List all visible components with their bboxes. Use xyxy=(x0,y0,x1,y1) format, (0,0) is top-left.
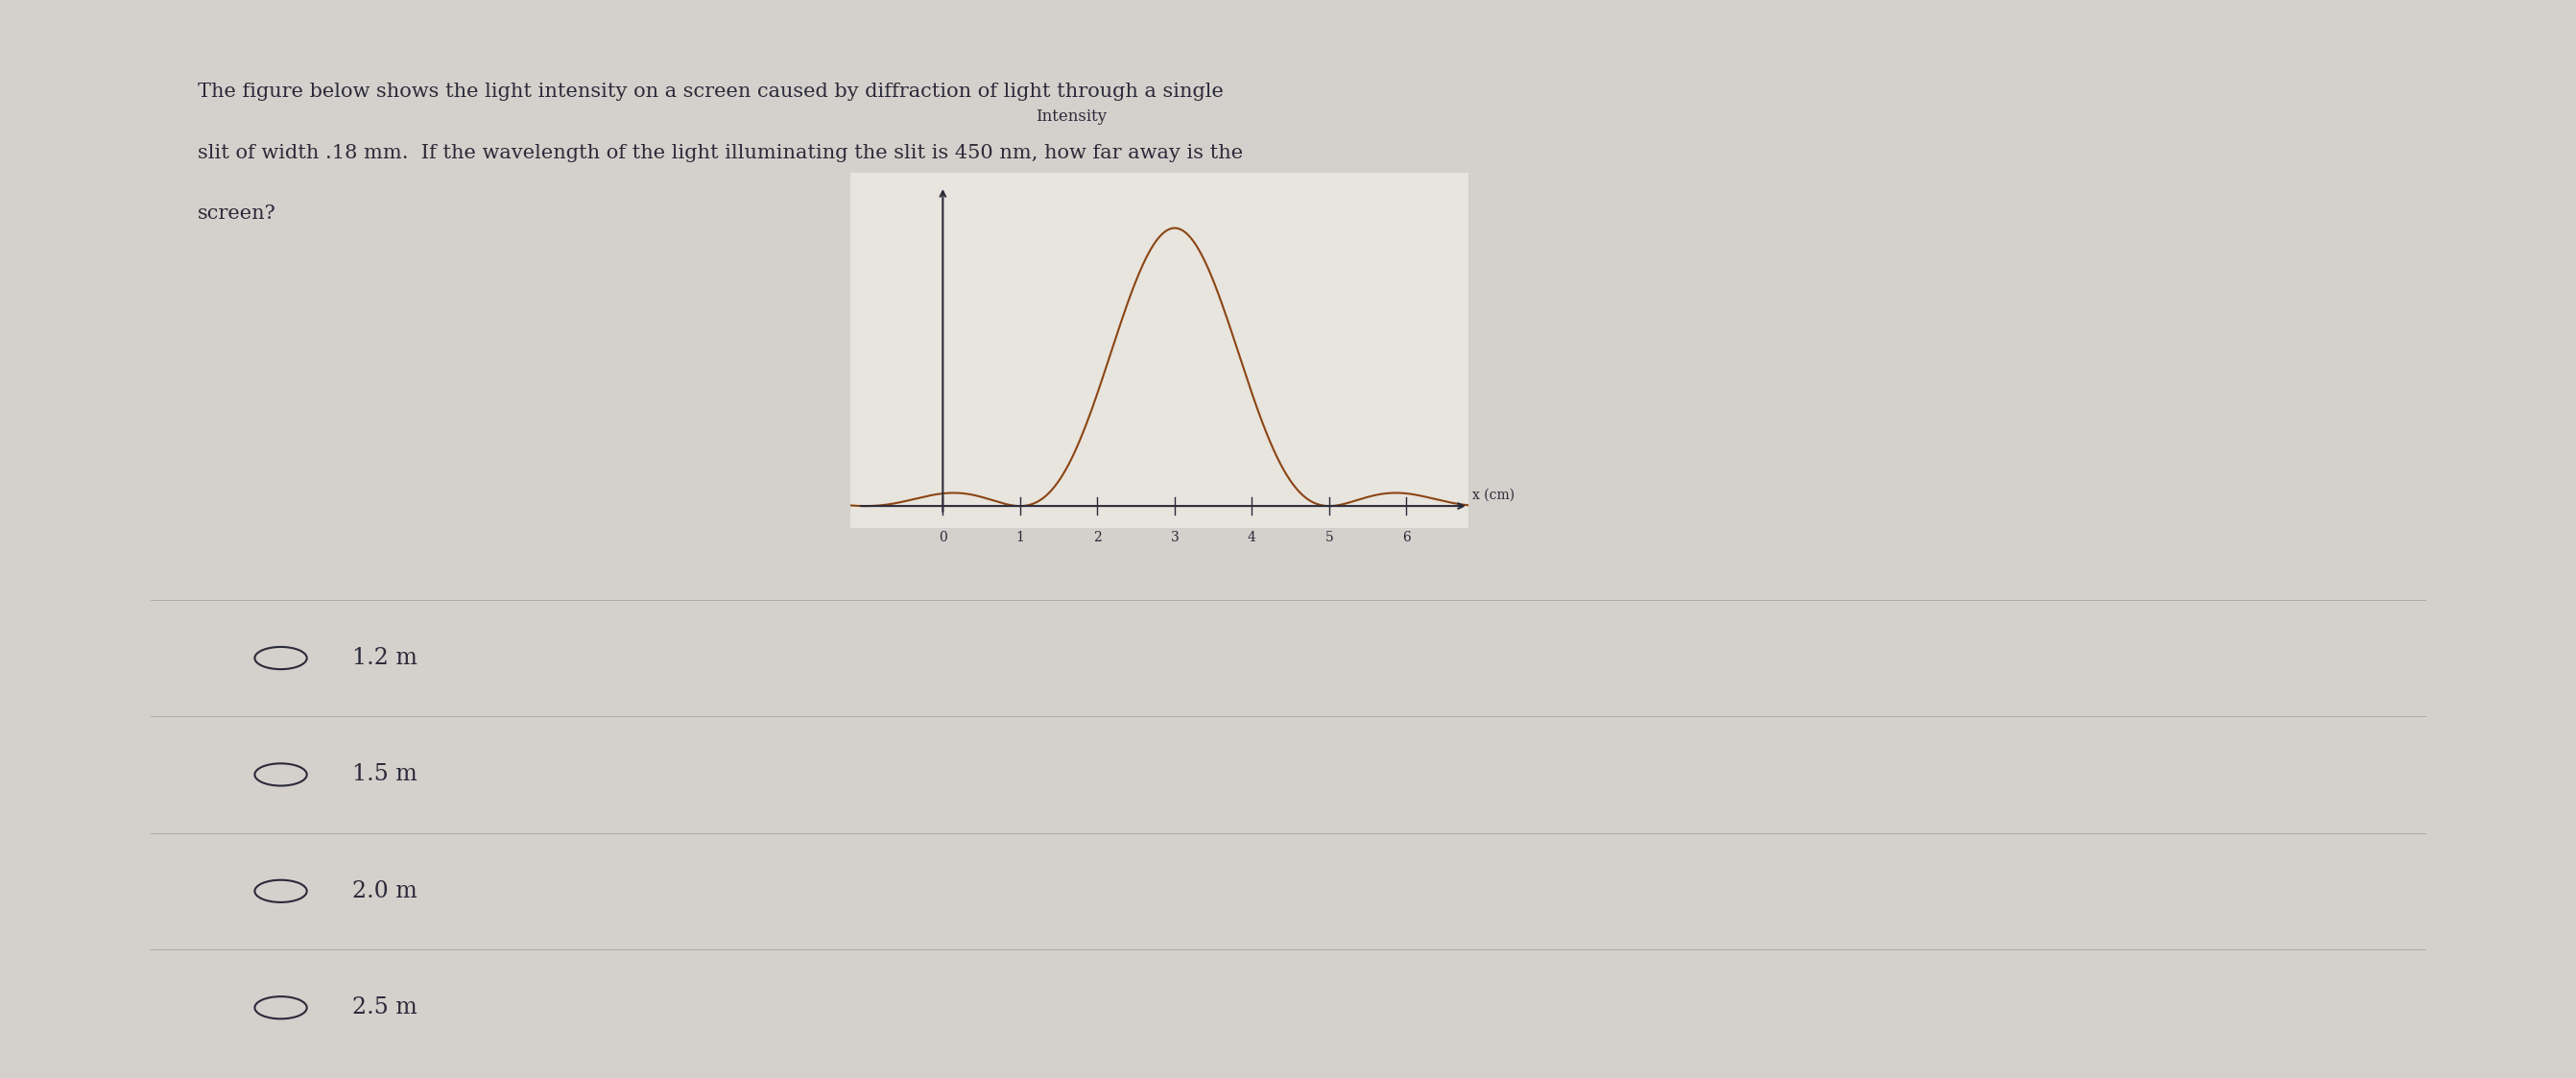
Text: slit of width .18 mm.  If the wavelength of the light illuminating the slit is 4: slit of width .18 mm. If the wavelength … xyxy=(198,143,1244,162)
Text: 6: 6 xyxy=(1401,531,1412,544)
Text: 1.2 m: 1.2 m xyxy=(353,647,417,669)
Text: 3: 3 xyxy=(1170,531,1180,544)
Text: 2.5 m: 2.5 m xyxy=(353,997,417,1019)
Text: 0: 0 xyxy=(938,531,948,544)
Text: 1: 1 xyxy=(1015,531,1025,544)
Text: 5: 5 xyxy=(1324,531,1334,544)
Text: The figure below shows the light intensity on a screen caused by diffraction of : The figure below shows the light intensi… xyxy=(198,83,1224,101)
Text: 4: 4 xyxy=(1247,531,1257,544)
Text: 2: 2 xyxy=(1092,531,1103,544)
Text: 2.0 m: 2.0 m xyxy=(353,880,417,902)
Text: 1.5 m: 1.5 m xyxy=(353,763,417,786)
Text: x (cm): x (cm) xyxy=(1473,488,1515,501)
Text: Intensity: Intensity xyxy=(1036,109,1108,125)
Text: screen?: screen? xyxy=(198,205,276,223)
